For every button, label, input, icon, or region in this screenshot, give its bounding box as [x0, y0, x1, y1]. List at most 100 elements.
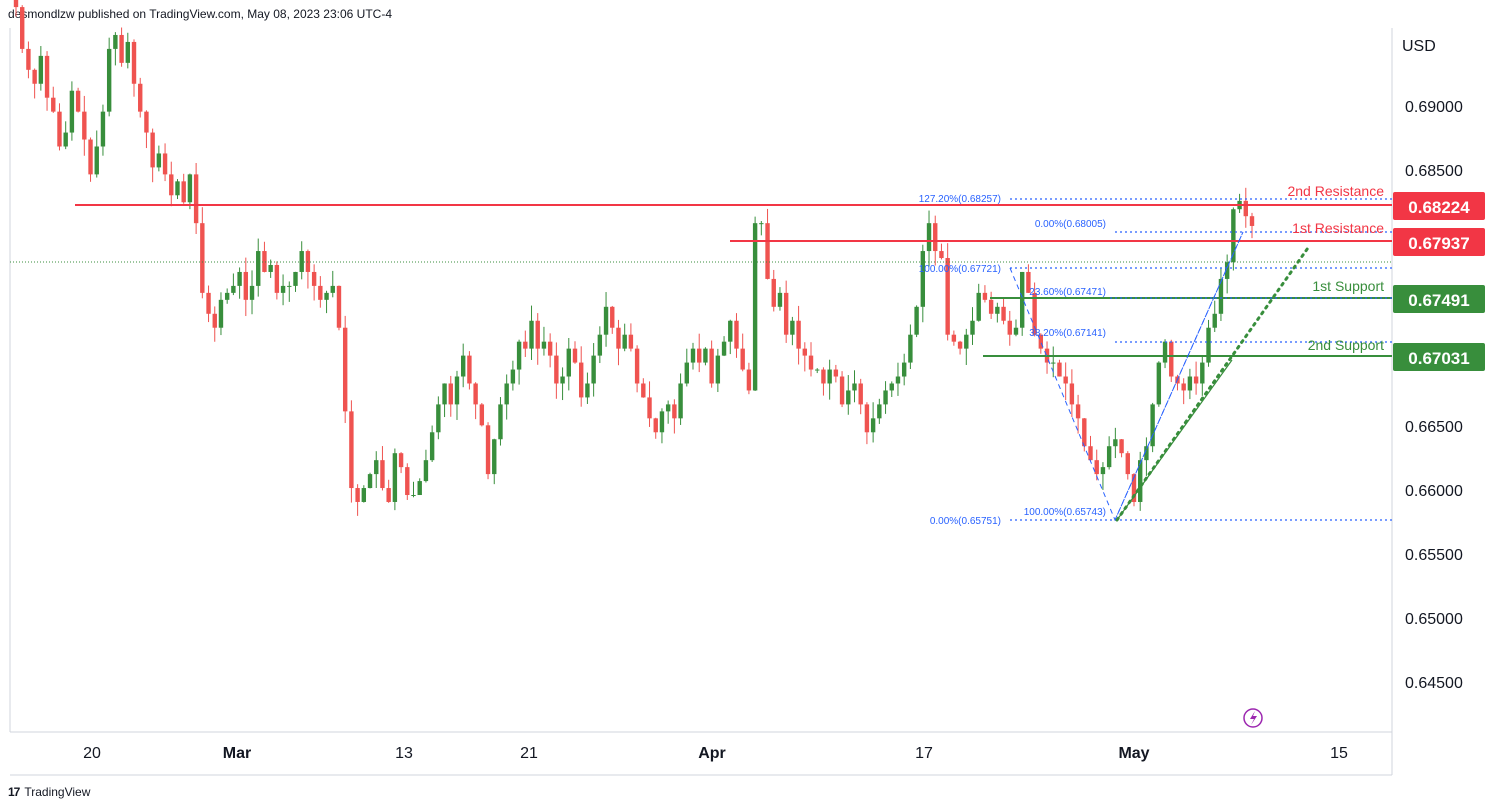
candle-body — [1063, 376, 1068, 384]
candle-body — [970, 320, 975, 335]
price-tick: 0.66500 — [1405, 419, 1463, 436]
candle-body — [94, 146, 99, 175]
res1-tag: 0.67937 — [1408, 234, 1469, 253]
candle-body — [113, 34, 118, 49]
publisher-line: desmondlzw published on TradingView.com,… — [8, 7, 392, 21]
sup2-tag-bg — [1393, 343, 1485, 371]
time-tick: 15 — [1330, 745, 1348, 762]
candle-body — [1069, 383, 1075, 405]
fib-label-0-bottom: 0.00%(0.65751) — [930, 516, 1001, 527]
candle-body — [100, 111, 106, 147]
candle-body — [728, 320, 733, 342]
candle-body — [1181, 383, 1186, 391]
candle-body — [1193, 376, 1199, 384]
candle-body — [771, 278, 776, 307]
fib-swing-2 — [1114, 231, 1244, 521]
candle-body — [380, 460, 385, 489]
candle-body — [510, 369, 516, 384]
candle-body — [442, 383, 447, 405]
candle-body — [610, 306, 615, 328]
candle-body — [684, 362, 689, 384]
candle-body — [1082, 418, 1087, 447]
candle-body — [454, 376, 460, 405]
candle-body — [622, 334, 627, 349]
candle-body — [945, 258, 950, 335]
candle-body — [734, 320, 739, 349]
candle-body — [790, 320, 795, 335]
candle-body — [125, 41, 130, 63]
price-tick: 0.68500 — [1405, 163, 1463, 180]
candle-body — [759, 223, 764, 225]
candle-body — [895, 376, 901, 384]
candle-body — [715, 355, 721, 384]
time-tick: May — [1118, 745, 1149, 762]
candle-body — [38, 55, 44, 84]
candle-body — [262, 251, 267, 272]
candle-body — [877, 404, 882, 419]
candle-body — [1075, 404, 1081, 419]
candle-body — [1243, 200, 1248, 217]
candle-body — [1206, 327, 1211, 363]
candle-body — [920, 251, 926, 307]
candle-body — [1094, 460, 1099, 475]
candle-body — [138, 83, 143, 112]
candle-body — [1249, 216, 1255, 226]
candle-body — [51, 97, 56, 112]
candle-body — [1150, 404, 1155, 447]
candle-body — [212, 313, 217, 328]
candle-body — [678, 383, 683, 419]
candle-body — [802, 348, 808, 356]
candle-body — [448, 383, 453, 405]
candle-body — [169, 174, 174, 196]
candle-body — [926, 223, 932, 252]
sup1-label: 1st Support — [1312, 278, 1384, 294]
candle-body — [423, 460, 429, 482]
candle-body — [839, 376, 845, 405]
candle-body — [69, 90, 75, 133]
candle-body — [641, 383, 646, 398]
fib-label-100-bottom: 100.00%(0.65743) — [1024, 507, 1106, 518]
candle-body — [156, 153, 162, 168]
candle-body — [231, 285, 236, 293]
candle-body — [529, 320, 534, 349]
candle-body — [324, 292, 329, 300]
candle-body — [591, 355, 596, 384]
footer-brand-text: TradingView — [24, 785, 91, 799]
candle-body — [144, 111, 149, 133]
candle-body — [485, 425, 491, 475]
candle-body — [1187, 376, 1193, 391]
candle-body — [939, 251, 944, 259]
candle-body — [1200, 362, 1205, 384]
price-tick: 0.65000 — [1405, 611, 1463, 628]
candle-body — [783, 292, 789, 335]
candle-body — [411, 495, 416, 497]
candle-body — [914, 306, 919, 335]
candle-body — [516, 341, 522, 370]
candle-body — [1013, 327, 1019, 335]
candle-body — [181, 181, 186, 203]
candle-body — [330, 285, 335, 293]
uptrend-line — [1115, 243, 1312, 522]
candle-body — [597, 334, 603, 356]
candle-body — [1162, 341, 1168, 363]
candle-body — [268, 264, 273, 272]
candle-body — [349, 411, 354, 489]
candle-body — [547, 341, 553, 356]
candle-body — [392, 453, 398, 502]
fib-swing-1 — [1009, 231, 1244, 522]
candle-body — [628, 334, 634, 349]
fib-label-127: 127.20%(0.68257) — [919, 194, 1001, 205]
fib-label-382: 38.20%(0.67141) — [1029, 328, 1106, 339]
candle-body — [150, 132, 155, 168]
candle-body — [75, 90, 81, 112]
lightning-icon[interactable] — [1243, 708, 1263, 728]
candle-body — [256, 251, 261, 286]
candle-body — [63, 132, 68, 147]
candle-body — [852, 383, 857, 391]
candle-body — [187, 174, 193, 203]
fib-label-100-top: 100.00%(0.67721) — [919, 264, 1001, 275]
candle-body — [535, 320, 540, 349]
candle-body — [386, 488, 391, 502]
candle-body — [889, 383, 894, 391]
